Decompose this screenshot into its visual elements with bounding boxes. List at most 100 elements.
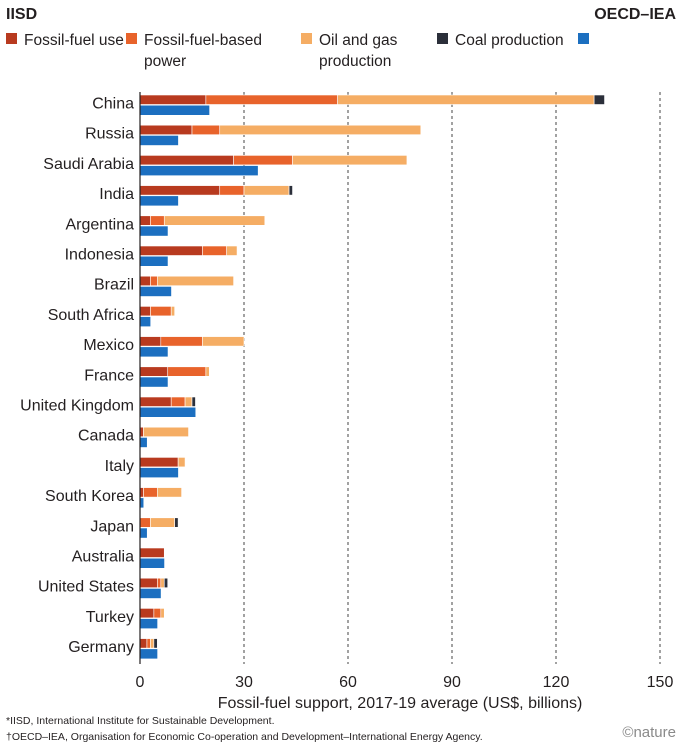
bar-turkey-oecd-iea [140,618,158,629]
bar-united-states-oil-and-gas-production [160,577,165,589]
bar-mexico-oecd-iea [140,347,168,357]
bar-mexico-oil-and-gas-production [202,336,245,347]
bar-saudi-arabia-fossil-fuel-use [139,155,234,166]
bar-india-coal-production [288,185,293,196]
bar-saudi-arabia-oecd-iea [140,165,258,176]
bar-italy-oil-and-gas-production [177,457,186,468]
bar-south-korea-oecd-iea [140,498,144,508]
bar-united-kingdom-fossil-fuel-based-power [170,396,186,407]
gridlines [243,92,661,664]
bar-france-fossil-fuel-based-power [167,366,207,377]
bar-brazil-oil-and-gas-production [157,275,234,287]
bar-argentina-oil-and-gas-production [163,215,266,226]
category-label-india: India [99,186,134,203]
bar-brazil-fossil-fuel-use [139,275,151,287]
bar-australia-oecd-iea [140,558,165,568]
x-tick-label-150: 150 [647,674,674,691]
bar-china-oil-and-gas-production [337,94,595,105]
bar-russia-oecd-iea [140,135,179,146]
bar-india-oecd-iea [140,196,179,206]
chart-legend: IISD OECD–IEA Fossil-fuel use Fossil-fue… [0,0,684,80]
bar-india-fossil-fuel-based-power [219,185,245,196]
category-labels: China Russia Saudi Arabia India Argentina Ind… [20,96,134,657]
category-label-brazil: Brazil [94,277,134,294]
bar-united-kingdom-oecd-iea [140,407,196,417]
bar-south-africa-oecd-iea [140,316,151,327]
bar-germany-fossil-fuel-use [139,638,148,649]
bar-indonesia-fossil-fuel-based-power [202,245,227,256]
bar-united-states-fossil-fuel-use [139,577,158,589]
bar-chart: China Russia Saudi Arabia India Argentina Ind… [20,92,674,712]
bar-australia-fossil-fuel-use [139,547,165,558]
category-label-canada: Canada [78,428,134,445]
category-label-south-korea: South Korea [45,488,134,505]
bar-united-states-fossil-fuel-based-power [157,577,162,589]
bar-turkey-oil-and-gas-production [160,608,165,619]
category-label-south-africa: South Africa [48,307,134,324]
bar-south-africa-oil-and-gas-production [170,306,175,317]
bar-argentina-oecd-iea [140,226,168,236]
bar-united-states-oecd-iea [140,588,161,599]
x-tick-label-0: 0 [136,674,145,691]
category-label-indonesia: Indonesia [65,247,134,264]
bar-saudi-arabia-oil-and-gas-production [292,155,408,166]
bar-united-kingdom-fossil-fuel-use [139,396,172,407]
bar-china-oecd-iea [140,105,210,115]
bar-indonesia-fossil-fuel-use [139,245,203,256]
bar-russia-oil-and-gas-production [219,124,422,135]
bar-japan-oecd-iea [140,528,147,538]
bar-india-oil-and-gas-production [243,185,290,196]
bar-france-oil-and-gas-production [205,366,210,377]
x-tick-label-30: 30 [235,674,253,691]
bar-mexico-fossil-fuel-use [139,336,162,347]
bar-argentina-fossil-fuel-based-power [150,215,165,226]
bar-italy-oecd-iea [140,467,179,478]
bar-indonesia-oecd-iea [140,256,168,266]
legend-label-oil-gas-production: Oil and gas production [319,32,398,70]
bar-saudi-arabia-fossil-fuel-based-power [233,155,293,166]
category-label-russia: Russia [85,126,134,143]
category-label-australia: Australia [72,549,134,566]
legend-swatch-oecd [578,33,589,44]
bar-germany-oil-and-gas-production [150,638,155,649]
category-label-argentina: Argentina [66,216,135,233]
bar-brazil-fossil-fuel-based-power [150,275,158,287]
x-tick-label-60: 60 [339,674,357,691]
bar-china-fossil-fuel-based-power [205,94,338,105]
bar-france-fossil-fuel-use [139,366,169,377]
legend-source-oecd: OECD–IEA [594,6,676,23]
category-label-japan: Japan [90,518,134,535]
bar-russia-fossil-fuel-use [139,124,193,135]
category-label-mexico: Mexico [83,337,134,354]
category-label-saudi-arabia: Saudi Arabia [43,156,134,173]
footnote-oecd-iea: †OECD–IEA, Organisation for Economic Co-… [6,731,483,743]
category-label-united-kingdom: United Kingdom [20,398,134,415]
category-label-germany: Germany [68,639,134,656]
legend-label-fossil-fuel-use: Fossil-fuel use [24,32,124,49]
legend-swatch-oil-gas-production [301,33,312,44]
bar-india-fossil-fuel-use [139,185,221,196]
bar-china-fossil-fuel-use [139,94,207,105]
legend-swatch-coal-production [437,33,448,44]
bar-south-korea-fossil-fuel-based-power [143,487,158,498]
bar-argentina-fossil-fuel-use [139,215,151,226]
bar-canada-oecd-iea [140,437,147,448]
bar-germany-oecd-iea [140,649,158,659]
x-tick-label-120: 120 [543,674,570,691]
category-label-france: France [84,367,134,384]
bar-south-korea-oil-and-gas-production [157,487,182,498]
legend-source-iisd: IISD [6,6,38,23]
legend-swatch-fossil-fuel-power [126,33,137,44]
bar-italy-fossil-fuel-use [139,457,179,468]
bar-mexico-fossil-fuel-based-power [160,336,203,347]
category-label-turkey: Turkey [86,609,134,626]
bar-japan-fossil-fuel-based-power [139,517,151,528]
bars [139,94,605,659]
bar-brazil-oecd-iea [140,286,172,297]
x-axis-ticks: 0 30 60 90 120 150 [136,674,674,691]
bar-france-oecd-iea [140,377,168,387]
bar-japan-oil-and-gas-production [150,517,175,528]
bar-united-kingdom-oil-and-gas-production [184,396,193,407]
legend-label-fossil-fuel-power: Fossil-fuel-based power [144,32,263,70]
category-label-china: China [92,96,134,113]
